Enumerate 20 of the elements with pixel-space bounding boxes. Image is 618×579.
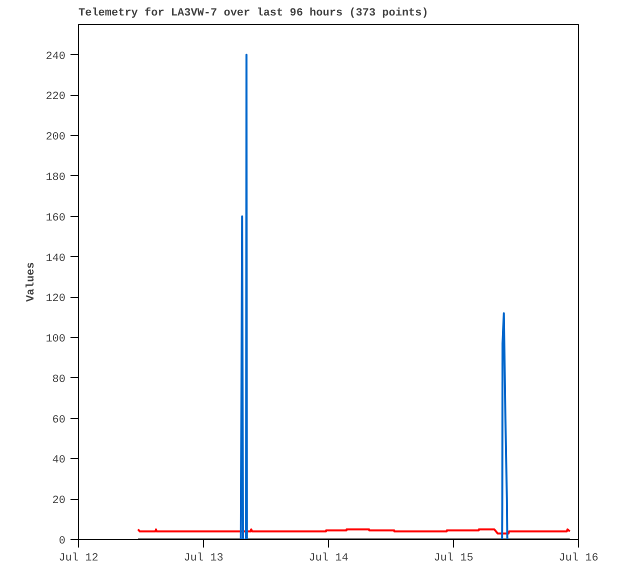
y-tick-label: 80 [52,374,66,386]
x-tick-label: Jul 16 [558,552,598,564]
y-axis-title: Values [26,262,38,302]
chart-title: Telemetry for LA3VW-7 over last 96 hours (373 points) [78,6,428,20]
y-tick-label: 200 [46,132,66,144]
y-tick-label: 20 [52,495,66,508]
y-tick-label: 60 [52,414,66,426]
x-tick-label: Jul 12 [58,552,98,564]
y-tick-label: 180 [46,172,66,184]
y-tick-label: 40 [52,454,66,467]
y-tick-label: 120 [46,293,66,306]
y-tick-label: 0 [58,536,66,548]
y-tick-label: 220 [46,91,66,104]
x-tick-label: Jul 15 [434,552,474,564]
y-tick-label: 160 [46,212,66,224]
y-tick-label: 240 [46,50,66,63]
y-tick-label: 140 [46,252,66,265]
x-tick-label: Jul 13 [184,552,224,564]
y-tick-label: 100 [46,334,66,346]
x-tick-label: Jul 14 [308,552,349,564]
